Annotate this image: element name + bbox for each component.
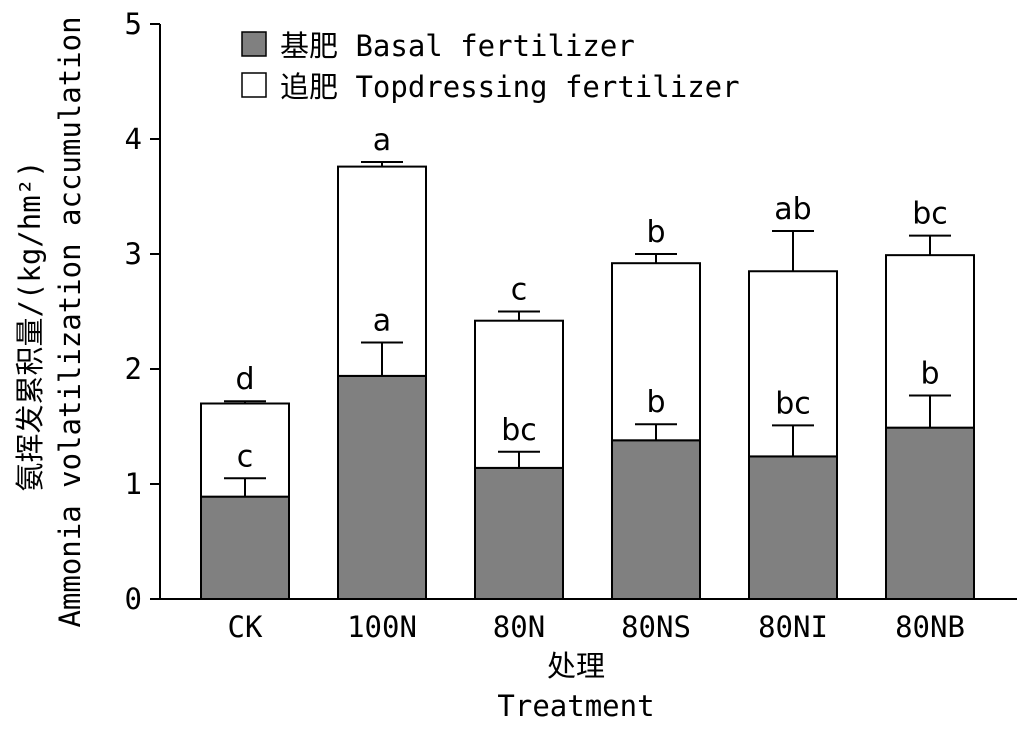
y-tick-label: 2 [125,352,142,386]
legend-label-basal: 基肥 Basal fertilizer [280,29,635,63]
x-tick-label: 80NI [758,610,828,644]
bar-basal [200,495,290,600]
y-tick-label: 0 [125,582,142,616]
axis-titles: 处理 Treatment 氨挥发累积量/(kg/hm²) Ammonia vol… [13,16,655,723]
error-bars-layer [224,161,951,497]
y-axis-title-zh: 氨挥发累积量/(kg/hm²) [13,160,47,491]
bars-layer [200,165,975,600]
y-tick-label: 1 [125,467,142,501]
significance-letter-basal: b [646,385,665,420]
y-tick-label: 4 [125,122,142,156]
significance-letter-basal: bc [775,386,811,421]
bar-basal [748,455,838,600]
bar-topdressing [337,165,427,377]
x-ticks-layer: CK 100N 80N 80NS 80NI 80NB [228,610,965,644]
axes-layer [159,24,1017,600]
legend-swatch-topdressing [241,72,267,98]
significance-letter-basal: c [237,439,254,474]
x-axis-title-zh: 处理 [547,649,605,683]
bar-basal [337,374,427,600]
significance-letter-basal: b [920,356,939,391]
x-tick-label: CK [228,610,263,644]
x-tick-label: 80N [493,610,545,644]
y-axis-title-en: Ammonia volatilization accumulation [53,16,87,627]
y-tick-label: 5 [125,7,142,41]
significance-letter-topdressing: a [373,123,391,158]
y-ticks-layer: 0 1 2 3 4 5 [125,7,160,616]
significance-letter-topdressing: ab [774,192,811,227]
significance-letter-topdressing: bc [912,197,948,232]
y-tick-label: 3 [125,237,142,271]
significance-letter-topdressing: d [235,362,254,397]
bar-basal [611,439,701,600]
significance-letter-topdressing: b [646,215,665,250]
bar-basal [474,466,564,600]
bar-basal [885,426,975,600]
significance-letter-basal: bc [501,413,537,448]
significance-letter-topdressing: c [511,273,528,308]
x-tick-label: 100N [347,610,417,644]
x-tick-label: 80NB [895,610,965,644]
legend-label-topdressing: 追肥 Topdressing fertilizer [280,70,740,104]
significance-letter-basal: a [373,304,391,339]
bar-topdressing [611,262,701,442]
legend-swatch-basal [241,31,267,57]
x-tick-label: 80NS [621,610,691,644]
legend: 基肥 Basal fertilizer 追肥 Topdressing ferti… [241,29,740,104]
significance-letters-layer: c d a a bc c b b bc ab b bc [235,123,947,474]
x-axis-title-en: Treatment [497,689,654,723]
